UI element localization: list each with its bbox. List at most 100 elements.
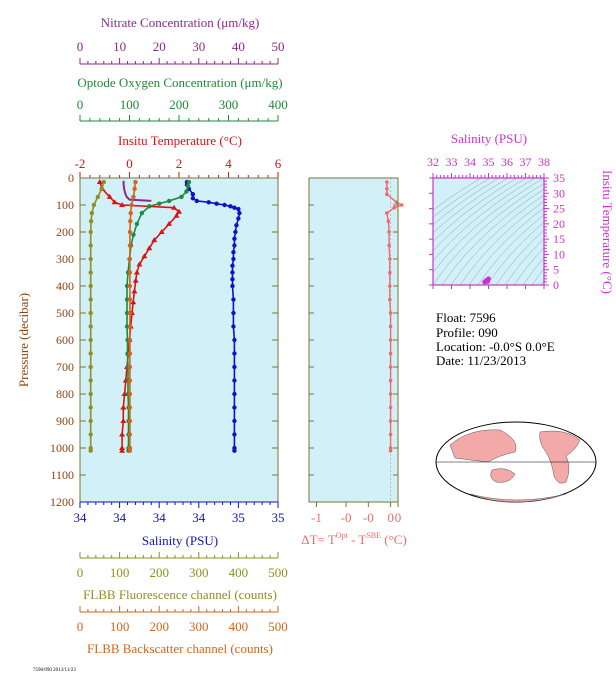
ts-xtick-label: 37 [520,155,532,169]
backscatter-tick-label: 400 [229,619,249,634]
fluorescence-point [88,283,93,289]
salinity-tick-label: 34 [153,510,167,525]
footer-code: 7596/090 2013/11/23 [33,668,76,673]
ts-ytick-label: 30 [553,186,565,200]
delta-t-point [388,338,393,342]
ts-density-contour [433,178,536,262]
ts-xtick-label: 35 [483,155,495,169]
temperature-point [106,193,113,199]
info-profile: Profile: 090 [436,325,498,340]
temperature-point [119,202,126,207]
salinity-point [194,198,200,204]
temperature-point [133,269,140,275]
fluorescence-point [99,186,104,191]
fluorescence-point [88,378,93,383]
ts-point [485,278,491,284]
backscatter-point [127,378,133,383]
fluorescence-point [88,256,93,262]
salinity-axis: 34 34 34 34 35 35 [74,501,285,525]
nitrate-axis: 0 10 20 30 40 50 [77,39,285,65]
delta-t-tick-label: 0 [387,510,394,525]
oxygen-tick-label: 200 [169,97,189,112]
backscatter-point [127,256,133,262]
profile-series [88,179,242,453]
pressure-tick-label: 700 [56,360,74,374]
salinity-point [206,200,211,205]
nitrate-tick-label: 50 [272,39,285,54]
oxygen-tick-label: 100 [120,97,140,112]
temperature-point [136,261,143,267]
oxygen-point [139,210,145,216]
salinity-tick-label: 35 [272,510,285,525]
oxygen-point [166,198,172,204]
delta-t-point [388,324,393,329]
backscatter-point [132,186,137,191]
fluorescence-point [91,202,97,208]
fluorescence-point [88,297,93,302]
salinity-point [232,432,237,437]
fluorescence-axis-title: FLBB Fluorescence channel (counts) [83,587,277,602]
salinity-point [231,256,236,262]
backscatter-point [127,270,133,275]
fluorescence-tick-label: 300 [189,565,209,580]
temperature-point [132,277,139,283]
backscatter-tick-label: 300 [189,619,209,634]
delta-t-point [385,211,389,215]
temperature-point [120,418,127,423]
pressure-tick-label: 1100 [50,468,74,482]
backscatter-point [128,210,133,216]
ts-density-contours [433,178,544,285]
ts-density-contour [433,178,509,234]
salinity-point [230,270,235,275]
fluorescence-tick-label: 200 [149,565,169,580]
delta-t-point [387,230,391,234]
fluorescence-point [88,405,93,410]
salinity-point [232,236,237,241]
delta-t-tick-label: -0 [363,510,374,525]
delta-t-series [385,178,404,502]
nitrate-line [122,180,152,202]
fluorescence-axis: 0 100 200 300 400 500 [77,552,288,580]
delta-t-point [388,297,392,302]
pressure-tick-label: 900 [56,414,74,428]
temperature-line [99,181,181,451]
oxygen-tick-label: 300 [219,97,239,112]
pressure-tick-label: 100 [56,198,74,212]
fluorescence-point [88,351,93,356]
ts-diagram-title: Salinity (PSU) [451,131,527,146]
ts-density-contour [433,178,518,242]
oxygen-tick-label: 400 [268,97,288,112]
fluorescence-point [88,243,93,248]
pressure-axis-title: Pressure (decibar) [16,293,31,387]
temperature-point [111,199,118,205]
delta-t-point [388,284,392,288]
salinity-point [231,310,236,316]
delta-t-point [394,200,399,205]
delta-t-tick-label: 0 [395,510,402,525]
info-date: Date: 11/23/2013 [436,353,526,368]
temperature-point [171,204,178,210]
oxygen-point [134,221,140,227]
temperature-point [119,445,126,450]
salinity-point [232,378,237,383]
oxygen-point [157,201,162,206]
oxygen-point [186,179,192,185]
salinity-tick-label: 34 [192,510,206,525]
delta-t-point [392,205,397,210]
salinity-point [231,297,236,302]
backscatter-point [127,243,133,248]
fluorescence-point [95,194,101,200]
oxygen-axis: 0 100 200 300 400 [77,97,288,122]
salinity-point [234,223,239,228]
map-landmass-australia [490,468,516,483]
temperature-tick-label: 6 [275,156,282,171]
salinity-point [236,216,241,221]
delta-t-tick-label: -1 [311,510,322,525]
fluorescence-tick-label: 100 [110,565,130,580]
temperature-point [96,179,103,185]
fluorescence-point [88,418,93,424]
map-landmass-asia [449,429,517,463]
delta-t-axis-title: ΔT= TOpt - TSBE (°C) [301,531,407,547]
salinity-point [232,418,237,424]
